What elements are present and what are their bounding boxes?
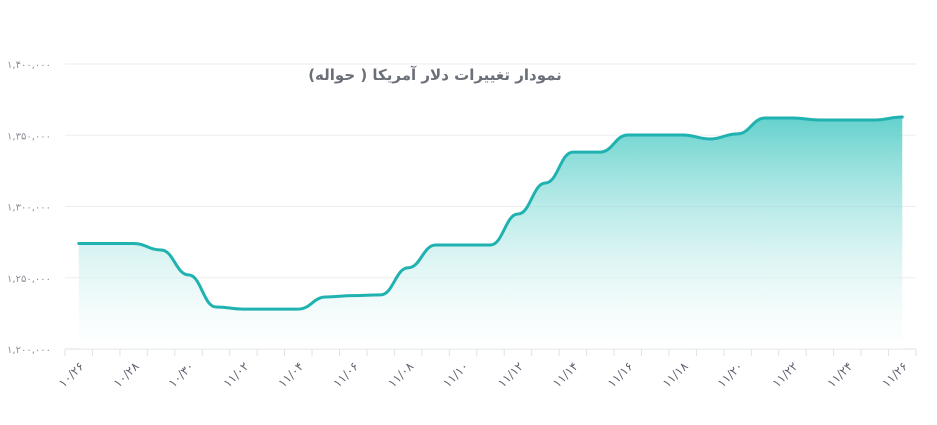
x-tick-label: ۱۱/۱۴ — [550, 359, 581, 390]
x-tick-label: ۱۱/۰۲ — [221, 359, 252, 390]
x-tick-label: ۱۱/۱۸ — [660, 359, 691, 390]
x-axis: ۱۰/۲۶ ۱۰/۲۸ ۱۰/۳۰ ۱۱/۰۲ ۱۱/۰۴ ۱۱/۰۶ ۱۱/۰۸ ۱۱/۱۰… — [56, 349, 917, 390]
chart-title: نمودار تغییرات دلار آمریکا ( حواله) — [308, 66, 562, 84]
y-axis: ۱,۲۰۰,۰۰۰ ۱,۲۵۰,۰۰۰ ۱,۳۰۰,۰۰۰ ۱,۳۵۰,۰۰۰ ۱,۴۰… — [7, 60, 51, 356]
x-tick-label: ۱۰/۲۸ — [111, 359, 142, 390]
area-fill — [78, 117, 903, 349]
series-line — [77, 115, 904, 311]
x-tick-label: ۱۱/۰۶ — [330, 359, 361, 390]
x-tick-label: ۱۱/۲۶ — [879, 359, 910, 390]
x-tick-label: ۱۱/۲۲ — [770, 359, 801, 390]
y-tick-label: ۱,۲۵۰,۰۰۰ — [7, 274, 51, 285]
x-tick-label: ۱۱/۱۶ — [605, 359, 636, 390]
x-tick-label: ۱۱/۱۰ — [440, 359, 471, 390]
y-tick-label: ۱,۳۰۰,۰۰۰ — [7, 203, 51, 214]
x-tick-label: ۱۱/۲۰ — [715, 359, 746, 390]
x-tick-label: ۱۰/۳۰ — [166, 359, 197, 390]
x-tick-label: ۱۱/۱۲ — [495, 359, 526, 390]
x-tick-label: ۱۱/۲۴ — [825, 359, 856, 390]
x-tick-label: ۱۱/۰۸ — [385, 359, 416, 390]
y-tick-label: ۱,۲۰۰,۰۰۰ — [7, 345, 51, 356]
x-tick-label: ۱۰/۲۶ — [56, 359, 87, 390]
y-tick-label: ۱,۳۵۰,۰۰۰ — [7, 131, 51, 142]
y-tick-label: ۱,۴۰۰,۰۰۰ — [7, 60, 51, 71]
x-tick-label: ۱۱/۰۴ — [275, 359, 306, 390]
